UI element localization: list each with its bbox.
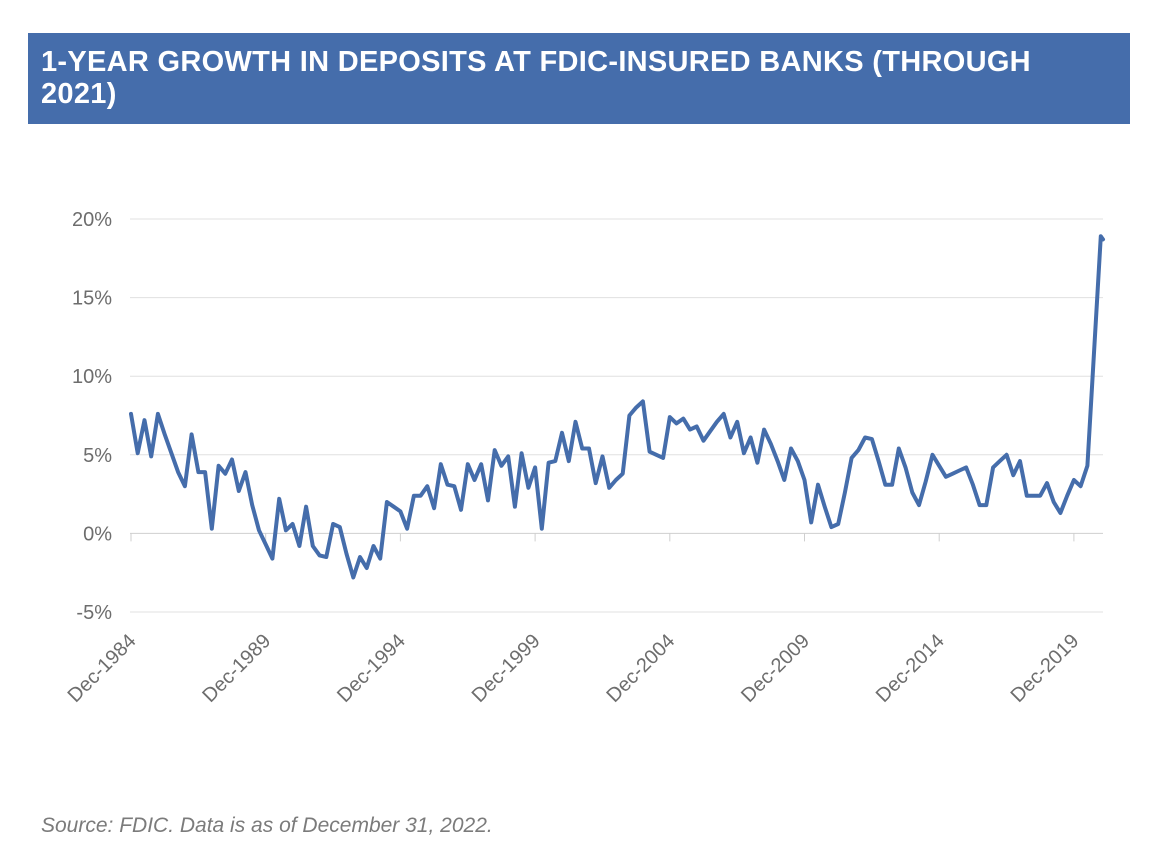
- y-tick-label: 10%: [72, 366, 112, 388]
- x-tick-label: Dec-1994: [333, 630, 410, 707]
- x-tick-label: Dec-1989: [198, 630, 275, 707]
- x-tick-label: Dec-2004: [602, 630, 679, 707]
- x-tick-label: Dec-1984: [64, 630, 141, 707]
- y-tick-label: 20%: [72, 209, 112, 231]
- x-tick-label: Dec-2009: [737, 630, 814, 707]
- y-axis-tick-labels: 20% 15% 10% 5% 0% -5%: [72, 209, 112, 624]
- title-bar: 1-YEAR GROWTH IN DEPOSITS AT FDIC-INSURE…: [28, 33, 1130, 124]
- series-line: [129, 234, 1105, 580]
- x-tick-label: Dec-2014: [872, 630, 949, 707]
- x-tick-label: Dec-2019: [1007, 630, 1084, 707]
- x-axis: Dec-1984 Dec-1989 Dec-1994 Dec-1999 Dec-2004…: [64, 533, 1084, 707]
- x-tick-label: Dec-1999: [468, 630, 545, 707]
- y-tick-label: -5%: [76, 602, 112, 624]
- y-tick-label: 5%: [83, 445, 112, 467]
- source-note: Source: FDIC. Data is as of December 31,…: [41, 814, 493, 837]
- chart-title: 1-YEAR GROWTH IN DEPOSITS AT FDIC-INSURE…: [41, 46, 1031, 110]
- y-tick-label: 15%: [72, 288, 112, 310]
- y-tick-label: 0%: [83, 523, 112, 545]
- gridlines: [130, 218, 1103, 613]
- series-layer: [129, 234, 1105, 580]
